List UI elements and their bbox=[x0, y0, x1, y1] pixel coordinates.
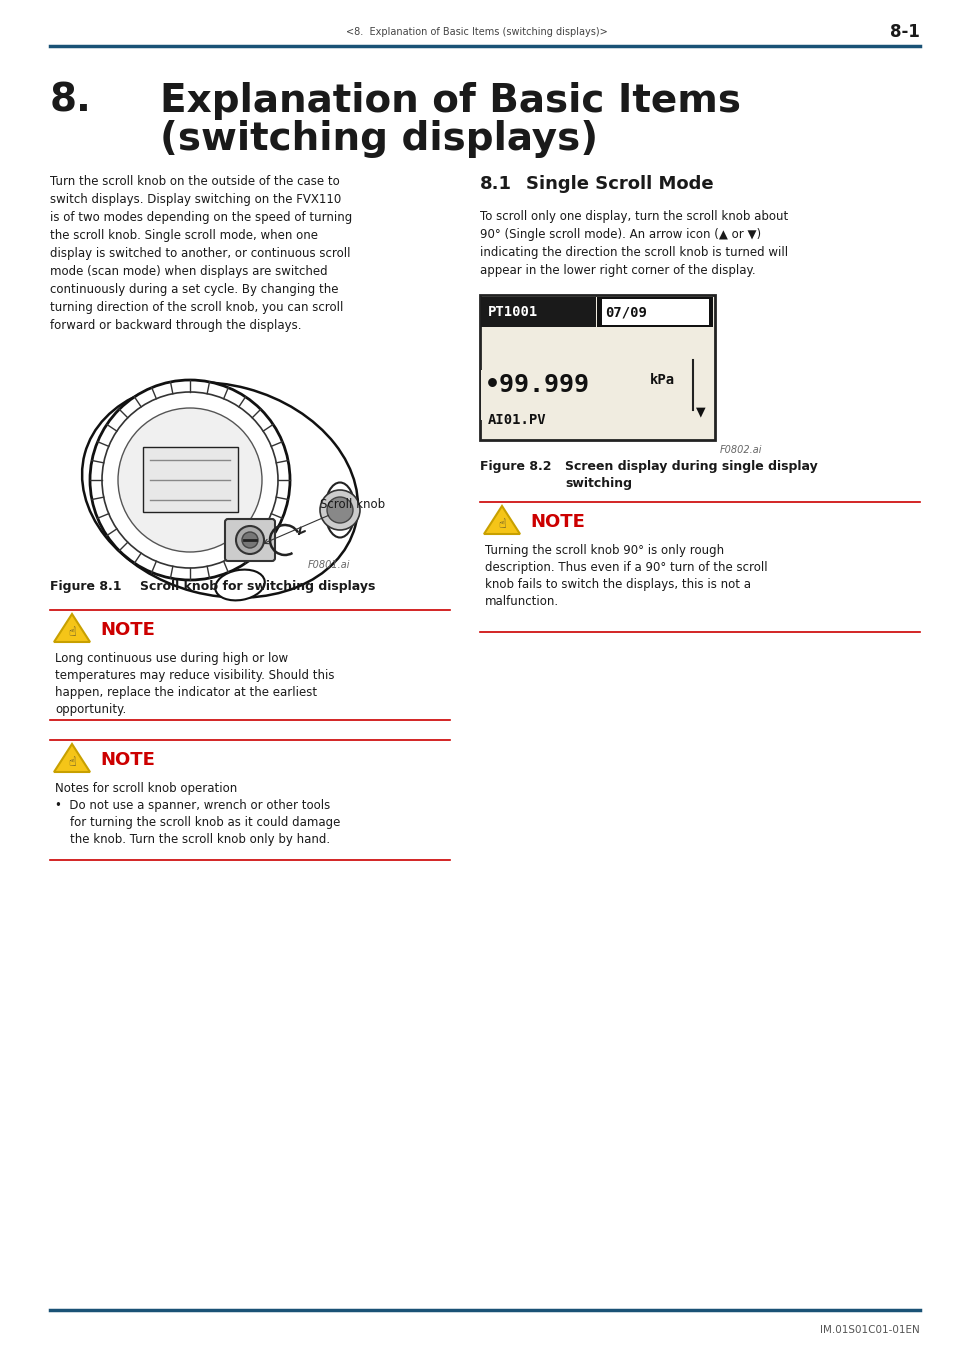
FancyBboxPatch shape bbox=[601, 298, 708, 325]
Text: Explanation of Basic Items: Explanation of Basic Items bbox=[160, 82, 740, 120]
Text: display is switched to another, or continuous scroll: display is switched to another, or conti… bbox=[50, 247, 350, 261]
Circle shape bbox=[118, 408, 262, 552]
Text: •99.999: •99.999 bbox=[484, 373, 589, 397]
Text: ▼: ▼ bbox=[696, 405, 705, 418]
Text: knob fails to switch the displays, this is not a: knob fails to switch the displays, this … bbox=[484, 578, 750, 591]
Text: description. Thus even if a 90° turn of the scroll: description. Thus even if a 90° turn of … bbox=[484, 562, 767, 574]
Polygon shape bbox=[54, 614, 90, 643]
Text: 07/09: 07/09 bbox=[604, 305, 646, 319]
Text: continuously during a set cycle. By changing the: continuously during a set cycle. By chan… bbox=[50, 284, 338, 296]
Text: switching: switching bbox=[564, 477, 631, 490]
Text: 8.1: 8.1 bbox=[479, 176, 512, 193]
Text: 8.: 8. bbox=[50, 82, 91, 120]
Text: ☝: ☝ bbox=[68, 756, 75, 768]
Text: appear in the lower right corner of the display.: appear in the lower right corner of the … bbox=[479, 265, 755, 277]
Text: Notes for scroll knob operation: Notes for scroll knob operation bbox=[55, 782, 237, 795]
Text: Scroll knob for switching displays: Scroll knob for switching displays bbox=[140, 580, 375, 593]
Text: temperatures may reduce visibility. Should this: temperatures may reduce visibility. Shou… bbox=[55, 670, 335, 682]
Text: NOTE: NOTE bbox=[530, 513, 584, 531]
Text: ☝: ☝ bbox=[497, 517, 505, 531]
Text: the scroll knob. Single scroll mode, when one: the scroll knob. Single scroll mode, whe… bbox=[50, 230, 317, 242]
Text: Long continuous use during high or low: Long continuous use during high or low bbox=[55, 652, 288, 666]
Text: IM.01S01C01-01EN: IM.01S01C01-01EN bbox=[820, 1324, 919, 1335]
Text: 8-1: 8-1 bbox=[889, 23, 919, 40]
Text: NOTE: NOTE bbox=[100, 751, 154, 769]
Text: opportunity.: opportunity. bbox=[55, 703, 126, 716]
Text: (switching displays): (switching displays) bbox=[160, 120, 598, 158]
Text: is of two modes depending on the speed of turning: is of two modes depending on the speed o… bbox=[50, 211, 352, 224]
Text: •  Do not use a spanner, wrench or other tools: • Do not use a spanner, wrench or other … bbox=[55, 799, 330, 811]
Text: F0801.ai: F0801.ai bbox=[307, 560, 350, 570]
Text: NOTE: NOTE bbox=[100, 621, 154, 639]
Text: Scroll knob: Scroll knob bbox=[263, 498, 385, 544]
Text: Turning the scroll knob 90° is only rough: Turning the scroll knob 90° is only roug… bbox=[484, 544, 723, 558]
FancyBboxPatch shape bbox=[480, 297, 596, 327]
Circle shape bbox=[90, 379, 290, 580]
FancyBboxPatch shape bbox=[225, 518, 274, 562]
Text: malfunction.: malfunction. bbox=[484, 595, 558, 608]
FancyBboxPatch shape bbox=[480, 370, 713, 420]
Circle shape bbox=[242, 532, 257, 548]
Text: Turn the scroll knob on the outside of the case to: Turn the scroll knob on the outside of t… bbox=[50, 176, 339, 188]
Text: turning direction of the scroll knob, you can scroll: turning direction of the scroll knob, yo… bbox=[50, 301, 343, 315]
Circle shape bbox=[319, 490, 359, 531]
Text: Figure 8.1: Figure 8.1 bbox=[50, 580, 121, 593]
Ellipse shape bbox=[82, 382, 357, 598]
Ellipse shape bbox=[325, 482, 355, 537]
Text: To scroll only one display, turn the scroll knob about: To scroll only one display, turn the scr… bbox=[479, 211, 787, 223]
Text: forward or backward through the displays.: forward or backward through the displays… bbox=[50, 319, 301, 332]
FancyBboxPatch shape bbox=[143, 447, 237, 512]
Polygon shape bbox=[483, 506, 519, 535]
Text: Figure 8.2: Figure 8.2 bbox=[479, 460, 551, 472]
Text: mode (scan mode) when displays are switched: mode (scan mode) when displays are switc… bbox=[50, 265, 327, 278]
Text: kPa: kPa bbox=[649, 373, 675, 387]
Circle shape bbox=[235, 526, 264, 554]
Text: PT1001: PT1001 bbox=[488, 305, 537, 319]
Text: happen, replace the indicator at the earliest: happen, replace the indicator at the ear… bbox=[55, 686, 316, 699]
Text: for turning the scroll knob as it could damage: for turning the scroll knob as it could … bbox=[55, 815, 340, 829]
Text: Single Scroll Mode: Single Scroll Mode bbox=[525, 176, 713, 193]
Text: the knob. Turn the scroll knob only by hand.: the knob. Turn the scroll knob only by h… bbox=[55, 833, 330, 846]
Text: switch displays. Display switching on the FVX110: switch displays. Display switching on th… bbox=[50, 193, 341, 207]
Text: indicating the direction the scroll knob is turned will: indicating the direction the scroll knob… bbox=[479, 246, 787, 259]
Circle shape bbox=[327, 497, 353, 522]
Ellipse shape bbox=[215, 570, 265, 601]
Text: AI01.PV: AI01.PV bbox=[488, 413, 546, 427]
Text: <8.  Explanation of Basic Items (switching displays)>: <8. Explanation of Basic Items (switchin… bbox=[346, 27, 607, 36]
FancyBboxPatch shape bbox=[597, 297, 712, 327]
Text: F0802.ai: F0802.ai bbox=[720, 446, 761, 455]
FancyBboxPatch shape bbox=[479, 296, 714, 440]
Text: ☝: ☝ bbox=[68, 625, 75, 639]
Polygon shape bbox=[54, 744, 90, 772]
Text: 90° (Single scroll mode). An arrow icon (▲ or ▼): 90° (Single scroll mode). An arrow icon … bbox=[479, 228, 760, 242]
Text: Screen display during single display: Screen display during single display bbox=[564, 460, 817, 472]
